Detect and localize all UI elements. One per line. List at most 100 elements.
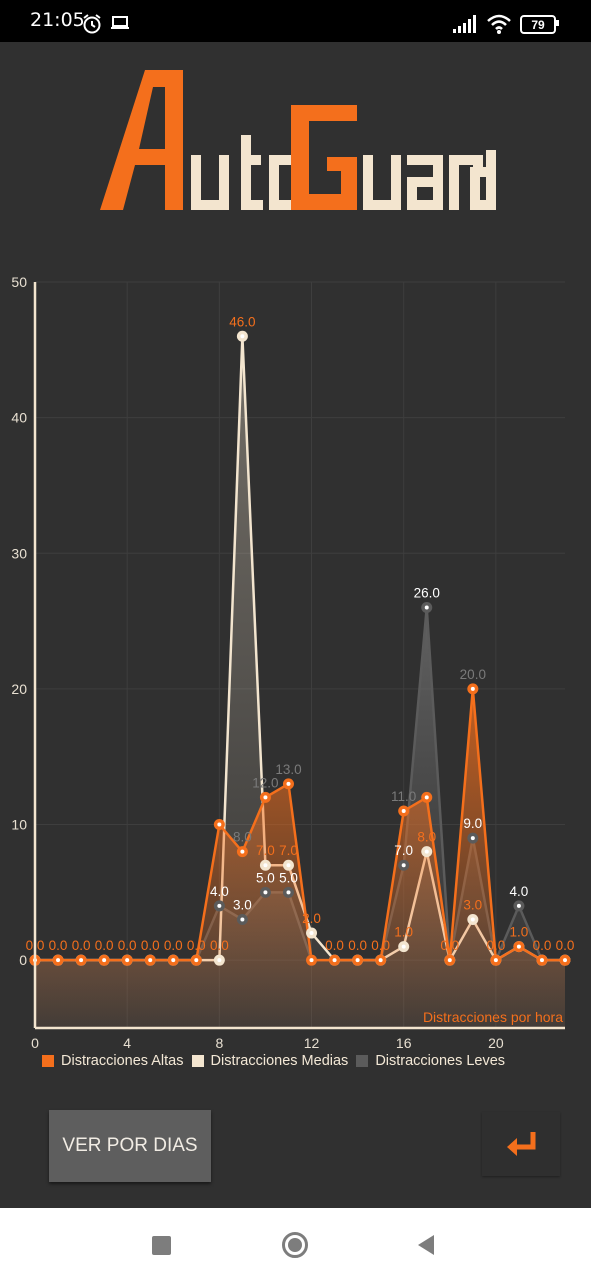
y-tick-label: 50 <box>11 274 27 290</box>
recent-apps-icon[interactable] <box>152 1236 171 1255</box>
data-point-center <box>286 863 291 868</box>
data-label: 0.0 <box>325 938 344 953</box>
data-label: 0.0 <box>371 938 390 953</box>
data-label: 0.0 <box>118 938 137 953</box>
clock: 21:05 <box>30 9 85 31</box>
data-label: 3.0 <box>463 897 482 912</box>
return-button[interactable] <box>482 1112 560 1176</box>
legend-swatch <box>356 1055 369 1067</box>
x-tick-label: 16 <box>396 1035 412 1051</box>
battery-icon: 79 <box>520 15 556 34</box>
data-point-center <box>470 917 475 922</box>
ver-por-dias-button[interactable]: VER POR DIAS <box>49 1110 211 1182</box>
data-label: 0.0 <box>533 938 552 953</box>
legend-label: Distracciones Medias <box>210 1053 349 1069</box>
y-tick-label: 0 <box>19 952 27 968</box>
data-label: 0.0 <box>164 938 183 953</box>
data-label: 0.0 <box>348 938 367 953</box>
data-label: 8.0 <box>417 830 436 845</box>
data-label: 0.0 <box>95 938 114 953</box>
data-label: 0.0 <box>210 938 229 953</box>
data-point-center <box>539 958 544 963</box>
data-label: 2.0 <box>302 911 321 926</box>
data-point-center <box>240 917 245 922</box>
return-arrow-icon <box>507 1132 536 1156</box>
data-point-center <box>424 605 429 610</box>
x-tick-label: 4 <box>123 1035 131 1051</box>
legend-label: Distracciones Leves <box>375 1053 506 1069</box>
x-tick-label: 12 <box>304 1035 320 1051</box>
data-point-center <box>286 781 291 786</box>
data-point-center <box>217 903 222 908</box>
data-point-center <box>56 958 61 963</box>
distractions-chart: 0 10 20 30 40 50 0 4 8 12 16 20 4.0 3.0 5.0 5.0 7.0 26.0 9… <box>11 274 574 1051</box>
x-tick-label: 20 <box>488 1035 504 1051</box>
series-area <box>35 688 565 1028</box>
legend-item-leves: Distracciones Leves <box>356 1053 505 1069</box>
data-point-center <box>355 958 360 963</box>
data-point-center <box>240 334 245 339</box>
data-point-center <box>332 958 337 963</box>
data-label: 0.0 <box>187 938 206 953</box>
system-navbar <box>0 1208 591 1280</box>
data-point-center <box>401 808 406 813</box>
data-point-center <box>125 958 130 963</box>
legend-label: Distracciones Altas <box>61 1053 184 1069</box>
data-point-center <box>263 795 268 800</box>
data-label: 0.0 <box>141 938 160 953</box>
data-label: 0.0 <box>440 938 459 953</box>
y-tick-label: 40 <box>11 410 27 426</box>
data-label: 4.0 <box>210 884 229 899</box>
data-label: 1.0 <box>394 925 413 940</box>
signal-icon <box>453 15 476 33</box>
data-label: 5.0 <box>279 870 298 885</box>
x-tick-label: 8 <box>215 1035 223 1051</box>
data-point-center <box>79 958 84 963</box>
data-point-center <box>102 958 107 963</box>
data-point-center <box>470 836 475 841</box>
status-bar: 21:05 79 <box>0 0 591 42</box>
data-point-center <box>217 822 222 827</box>
data-point-center <box>217 958 222 963</box>
data-point-center <box>401 863 406 868</box>
data-label: 3.0 <box>233 897 252 912</box>
data-point-center <box>309 958 314 963</box>
data-point-center <box>516 903 521 908</box>
data-label: 13.0 <box>275 762 301 777</box>
data-label: 0.0 <box>486 938 505 953</box>
data-label: 20.0 <box>460 667 486 682</box>
data-point-center <box>263 863 268 868</box>
data-point-center <box>309 931 314 936</box>
alarm-icon <box>83 14 101 34</box>
data-label: 7.0 <box>394 843 413 858</box>
legend-swatch <box>191 1055 204 1067</box>
data-label: 11.0 <box>391 789 416 804</box>
wifi-icon <box>487 14 511 34</box>
data-label: 4.0 <box>510 884 529 899</box>
data-point-center <box>194 958 199 963</box>
data-label: 0.0 <box>72 938 91 953</box>
chart-legend: Distracciones Altas Distracciones Medias… <box>42 1051 513 1071</box>
data-point-center <box>148 958 153 963</box>
data-label: 7.0 <box>256 843 275 858</box>
data-point-center <box>563 958 567 963</box>
legend-swatch <box>42 1055 54 1067</box>
data-label: 5.0 <box>256 870 275 885</box>
back-icon[interactable] <box>416 1234 436 1256</box>
y-tick-label: 10 <box>11 817 27 833</box>
legend-item-medias: Distracciones Medias <box>191 1053 349 1069</box>
chart-description: Distracciones por hora <box>423 1009 563 1025</box>
data-label: 8.0 <box>233 830 252 845</box>
data-label: 12.0 <box>252 775 278 790</box>
y-tick-label: 30 <box>11 545 27 561</box>
home-icon[interactable] <box>282 1232 308 1258</box>
legend-item-altas: Distracciones Altas <box>42 1053 184 1069</box>
data-point-center <box>516 944 521 949</box>
data-point-center <box>493 958 498 963</box>
laptop-icon <box>111 16 129 29</box>
data-point-center <box>171 958 176 963</box>
data-point-center <box>424 849 429 854</box>
y-tick-label: 20 <box>11 681 27 697</box>
data-label: 1.0 <box>510 925 529 940</box>
data-label: 7.0 <box>279 843 298 858</box>
